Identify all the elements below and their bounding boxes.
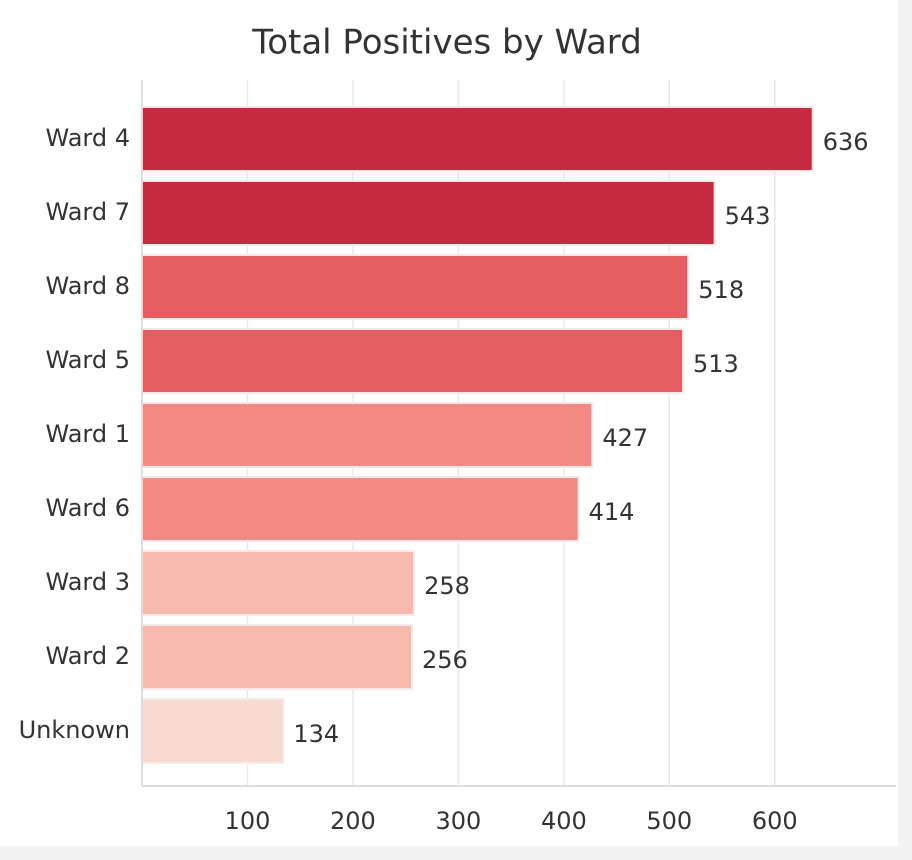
x-tick-label: 600 (752, 807, 798, 835)
bar (141, 328, 685, 394)
x-tick-label: 200 (330, 807, 376, 835)
bar (141, 180, 716, 246)
x-tick-label: 300 (435, 807, 481, 835)
bar (141, 402, 594, 468)
y-tick-label: Ward 8 (46, 272, 130, 300)
value-label: 543 (725, 202, 771, 230)
bar (141, 698, 285, 764)
value-label: 414 (589, 498, 635, 526)
chart-title: Total Positives by Ward (251, 23, 642, 63)
bar (141, 476, 580, 542)
y-tick-label: Unknown (19, 716, 130, 744)
y-tick-label: Ward 4 (46, 124, 130, 152)
bar (141, 254, 690, 320)
bar (141, 624, 413, 690)
value-label: 258 (424, 572, 470, 600)
y-tick-label: Ward 5 (46, 346, 130, 374)
value-label: 256 (422, 646, 468, 674)
x-tick-label: 400 (541, 807, 587, 835)
bars (141, 106, 814, 764)
y-tick-label: Ward 2 (46, 642, 130, 670)
value-label: 427 (602, 424, 648, 452)
value-label: 518 (698, 276, 744, 304)
y-tick-label: Ward 7 (46, 198, 130, 226)
y-tick-label: Ward 6 (46, 494, 130, 522)
y-tick-label: Ward 1 (46, 420, 130, 448)
value-label: 134 (293, 720, 339, 748)
bar (141, 106, 814, 172)
value-label: 636 (823, 128, 869, 156)
value-label: 513 (693, 350, 739, 378)
x-tick-label: 500 (646, 807, 692, 835)
x-tick-label: 100 (225, 807, 271, 835)
bar (141, 550, 416, 616)
y-tick-label: Ward 3 (46, 568, 130, 596)
